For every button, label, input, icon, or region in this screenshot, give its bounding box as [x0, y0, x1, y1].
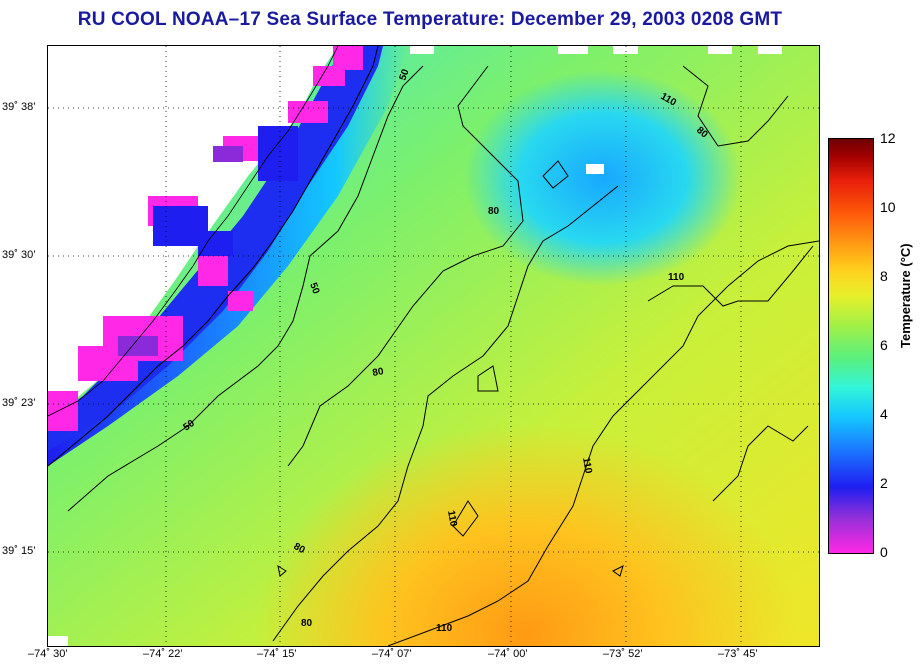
lon-tick-label: –74˚ 07’: [372, 648, 412, 660]
colorbar-tick-label: 12: [880, 130, 896, 146]
lat-tick-label: 39˚ 23’: [2, 397, 36, 409]
lat-tick-label: 39˚ 15’: [2, 545, 36, 557]
colorbar-tick-label: 4: [880, 406, 888, 422]
lat-tick-label: 39˚ 30’: [2, 249, 36, 261]
sst-map-canvas: 50 50 50 80 80 80 80 80 110 110 110 110 …: [48, 46, 819, 646]
contour-label: 50: [397, 67, 411, 82]
lon-tick-label: –74˚ 00’: [488, 648, 528, 660]
sst-map: 50 50 50 80 80 80 80 80 110 110 110 110 …: [47, 45, 820, 647]
contour-label: 80: [301, 618, 313, 629]
contour-label: 110: [436, 623, 453, 634]
contour-label: 80: [488, 206, 500, 217]
lon-tick-label: –74˚ 15’: [257, 648, 297, 660]
contour-label: 50: [307, 281, 321, 296]
colorbar-tick-label: 6: [880, 337, 888, 353]
near-shore-blue-pixels: [153, 126, 298, 256]
contour-label: 80: [292, 541, 308, 556]
lon-tick-label: –73˚ 52’: [603, 648, 643, 660]
lon-tick-label: –73˚ 45’: [718, 648, 758, 660]
coastline-inner: [48, 46, 339, 417]
colorbar-tick-label: 10: [880, 199, 896, 215]
graticule: [48, 46, 819, 646]
lon-tick-label: –74˚ 22’: [143, 648, 183, 660]
contour-label: 110: [668, 272, 685, 283]
contour-label: 110: [580, 457, 594, 475]
coastline-outer: [48, 46, 379, 467]
contour-label: 80: [372, 366, 385, 379]
colorbar-tick-label: 8: [880, 268, 888, 284]
contours: [67, 65, 819, 646]
chart-title: RU COOL NOAA–17 Sea Surface Temperature:…: [77, 9, 783, 30]
lat-tick-label: 39˚ 38’: [2, 101, 36, 113]
colorbar-label: Temperature (°C): [898, 243, 913, 348]
temperature-colorbar: [828, 138, 874, 554]
colorbar-tick-label: 0: [880, 544, 888, 560]
contour-label: 110: [445, 510, 459, 528]
colorbar-tick-label: 2: [880, 475, 888, 491]
no-data-pixels: [48, 46, 782, 646]
lon-tick-label: –74˚ 30’: [28, 648, 68, 660]
